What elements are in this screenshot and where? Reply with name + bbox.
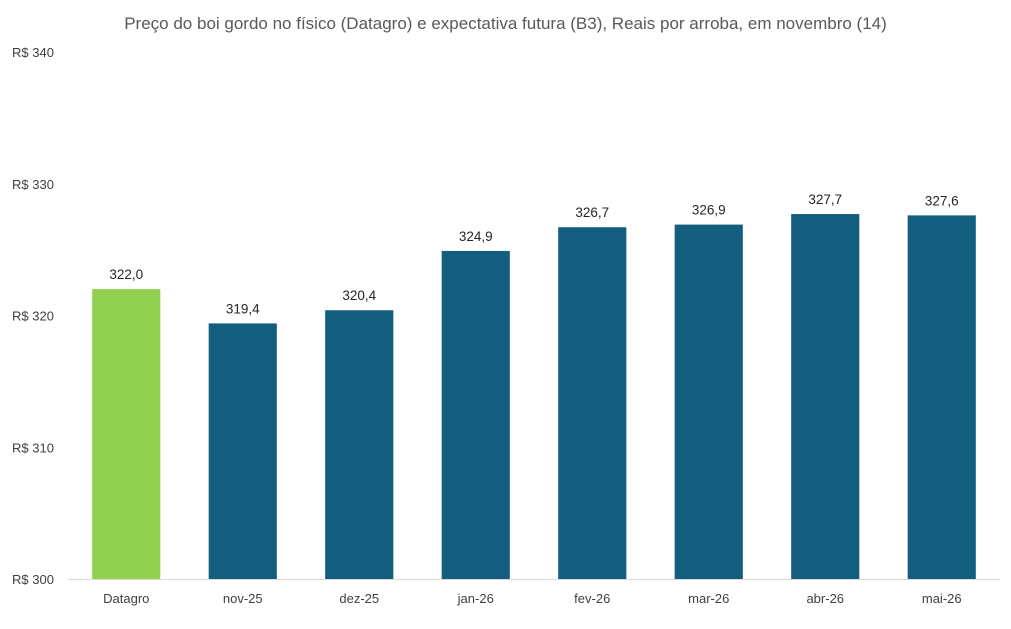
bar-mar-26 (674, 224, 743, 579)
data-label: 322,0 (109, 267, 143, 282)
x-tick-label: mai-26 (922, 591, 962, 606)
x-tick-label: abr-26 (806, 591, 844, 606)
data-label: 324,9 (459, 229, 493, 244)
x-tick-label: fev-26 (574, 591, 610, 606)
data-label: 320,4 (342, 288, 376, 303)
data-label: 319,4 (226, 301, 260, 316)
x-tick-label: mar-26 (688, 591, 729, 606)
x-tick-label: nov-25 (223, 591, 263, 606)
y-tick-label: R$ 340 (12, 45, 54, 60)
bar-dez-25 (325, 310, 394, 579)
data-label: 326,9 (692, 203, 726, 218)
x-tick-label: Datagro (103, 591, 149, 606)
y-tick-label: R$ 300 (12, 572, 54, 587)
x-tick-label: dez-25 (339, 591, 379, 606)
bar-nov-25 (208, 323, 277, 579)
y-tick-label: R$ 330 (12, 177, 54, 192)
data-label: 327,7 (808, 192, 842, 207)
bar-mai-26 (907, 215, 976, 579)
data-label: 326,7 (575, 205, 609, 220)
y-tick-label: R$ 310 (12, 440, 54, 455)
bar-fev-26 (558, 227, 627, 580)
y-tick-label: R$ 320 (12, 309, 54, 324)
bar-abr-26 (791, 214, 860, 580)
data-label: 327,6 (925, 193, 959, 208)
chart-title: Preço do boi gordo no físico (Datagro) e… (124, 14, 887, 33)
x-tick-label: jan-26 (457, 591, 494, 606)
bar-jan-26 (441, 250, 510, 579)
bar-datagro (92, 289, 161, 579)
